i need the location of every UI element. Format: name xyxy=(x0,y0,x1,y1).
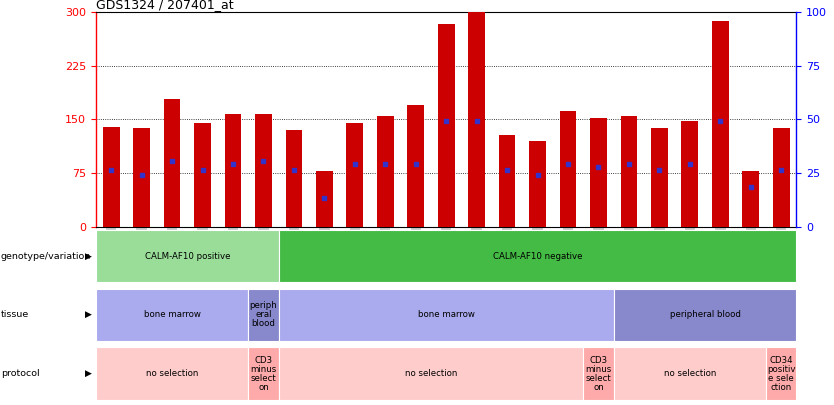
Bar xyxy=(377,116,394,227)
Text: CD34
positiv
e sele
ction: CD34 positiv e sele ction xyxy=(767,356,796,392)
Bar xyxy=(316,171,333,227)
Bar xyxy=(766,347,796,400)
Text: CD3
minus
select
on: CD3 minus select on xyxy=(585,356,611,392)
Bar xyxy=(133,128,150,227)
Bar xyxy=(620,116,637,227)
Bar xyxy=(279,230,796,282)
Bar xyxy=(530,141,546,227)
Text: CALM-AF10 negative: CALM-AF10 negative xyxy=(493,252,582,261)
Text: genotype/variation: genotype/variation xyxy=(1,252,91,261)
Text: peripheral blood: peripheral blood xyxy=(670,310,741,320)
Bar xyxy=(681,121,698,227)
Bar xyxy=(590,118,607,227)
Bar xyxy=(249,289,279,341)
Text: CALM-AF10 positive: CALM-AF10 positive xyxy=(144,252,230,261)
Text: tissue: tissue xyxy=(1,310,29,320)
Bar xyxy=(560,111,576,227)
Bar xyxy=(279,347,583,400)
Text: protocol: protocol xyxy=(1,369,39,378)
Bar xyxy=(614,347,766,400)
Bar xyxy=(103,127,119,227)
Bar xyxy=(614,289,796,341)
Text: no selection: no selection xyxy=(404,369,457,378)
Text: CD3
minus
select
on: CD3 minus select on xyxy=(250,356,277,392)
Bar xyxy=(96,347,249,400)
Text: bone marrow: bone marrow xyxy=(143,310,200,320)
Bar xyxy=(742,171,759,227)
Bar xyxy=(583,347,614,400)
Text: ▶: ▶ xyxy=(85,369,92,378)
Bar xyxy=(255,114,272,227)
Bar xyxy=(499,135,515,227)
Bar xyxy=(279,289,614,341)
Bar xyxy=(346,123,363,227)
Text: GDS1324 / 207401_at: GDS1324 / 207401_at xyxy=(96,0,234,11)
Bar xyxy=(194,123,211,227)
Text: no selection: no selection xyxy=(146,369,198,378)
Bar xyxy=(438,24,455,227)
Bar xyxy=(249,347,279,400)
Bar xyxy=(773,128,790,227)
Text: ▶: ▶ xyxy=(85,252,92,261)
Text: ▶: ▶ xyxy=(85,310,92,320)
Bar xyxy=(224,114,241,227)
Bar xyxy=(163,100,180,227)
Bar xyxy=(651,128,668,227)
Text: bone marrow: bone marrow xyxy=(418,310,475,320)
Text: no selection: no selection xyxy=(664,369,716,378)
Bar xyxy=(468,12,485,227)
Bar xyxy=(407,105,425,227)
Text: periph
eral
blood: periph eral blood xyxy=(249,301,278,328)
Bar xyxy=(712,21,729,227)
Bar xyxy=(96,230,279,282)
Bar xyxy=(285,130,302,227)
Bar xyxy=(96,289,249,341)
